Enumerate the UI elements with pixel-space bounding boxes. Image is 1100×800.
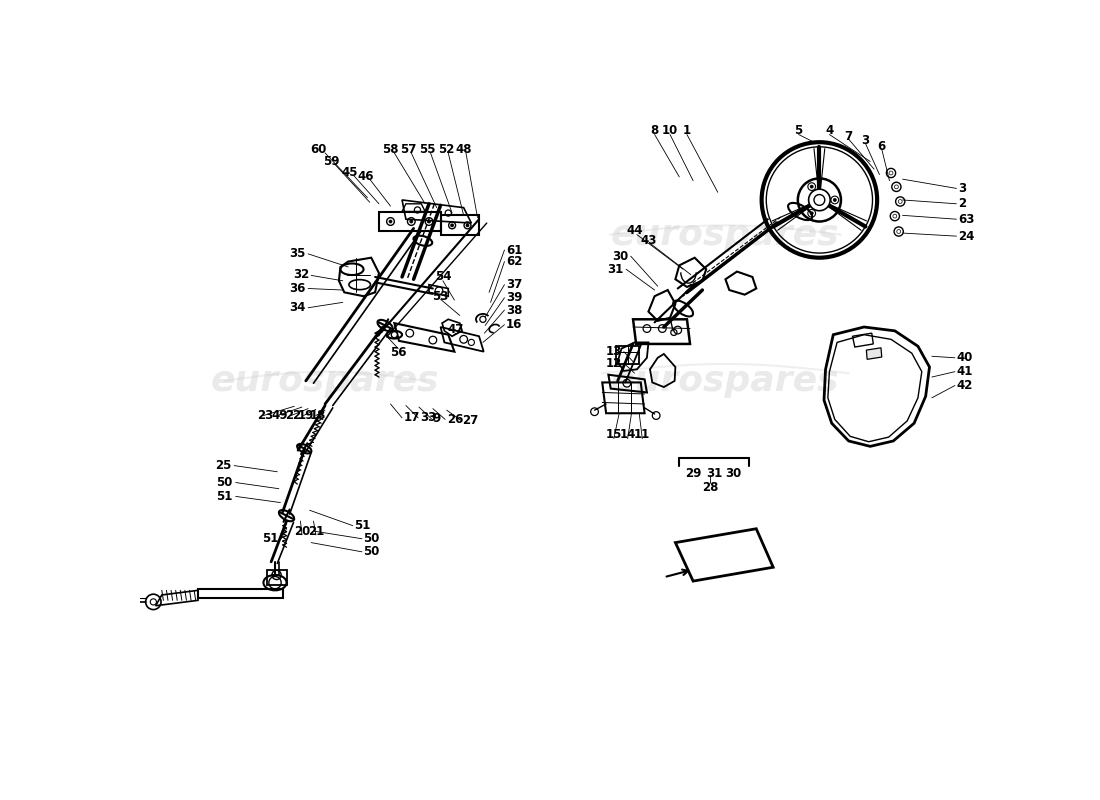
Circle shape — [409, 220, 412, 223]
Text: 11: 11 — [635, 428, 650, 442]
Text: 61: 61 — [506, 243, 522, 257]
Text: 37: 37 — [506, 278, 522, 291]
Text: 53: 53 — [432, 290, 449, 302]
Text: 32: 32 — [294, 268, 310, 281]
Text: 23: 23 — [257, 409, 274, 422]
Text: 1: 1 — [683, 124, 691, 137]
Circle shape — [808, 189, 830, 210]
Polygon shape — [867, 348, 882, 359]
Text: 51: 51 — [354, 519, 371, 532]
Circle shape — [810, 185, 813, 188]
Text: 40: 40 — [957, 351, 972, 364]
Text: 56: 56 — [389, 346, 407, 359]
Text: 62: 62 — [506, 255, 522, 268]
Text: 55: 55 — [419, 143, 436, 157]
Text: 31: 31 — [706, 467, 722, 480]
Text: 58: 58 — [383, 143, 398, 157]
Text: 41: 41 — [957, 365, 972, 378]
Circle shape — [896, 230, 901, 234]
Text: 5: 5 — [794, 124, 803, 137]
Circle shape — [889, 171, 893, 175]
Text: 31: 31 — [607, 262, 624, 276]
Text: 59: 59 — [323, 155, 340, 168]
Text: 13: 13 — [605, 345, 621, 358]
Text: 30: 30 — [613, 250, 628, 262]
Circle shape — [810, 212, 813, 215]
Circle shape — [151, 599, 156, 605]
Text: 49: 49 — [271, 409, 287, 422]
Circle shape — [893, 214, 896, 218]
Circle shape — [392, 332, 397, 338]
Text: 14: 14 — [619, 428, 636, 442]
Circle shape — [834, 198, 836, 202]
Text: 33: 33 — [420, 411, 436, 424]
Text: 57: 57 — [400, 143, 417, 157]
Text: 27: 27 — [462, 414, 478, 426]
Circle shape — [894, 185, 899, 189]
Text: 6: 6 — [878, 139, 886, 153]
Text: 9: 9 — [433, 412, 441, 425]
Circle shape — [451, 224, 453, 227]
Text: eurospares: eurospares — [612, 218, 839, 251]
Text: 51: 51 — [217, 490, 233, 503]
Text: 39: 39 — [506, 291, 522, 304]
Text: 4: 4 — [825, 124, 834, 137]
Text: 26: 26 — [447, 413, 463, 426]
Text: 35: 35 — [289, 247, 306, 260]
Text: eurospares: eurospares — [211, 364, 439, 398]
Text: 54: 54 — [434, 270, 451, 283]
Text: 19: 19 — [297, 409, 313, 422]
Text: 34: 34 — [289, 302, 306, 314]
Text: 46: 46 — [358, 170, 374, 183]
Text: 44: 44 — [626, 224, 642, 238]
Text: 29: 29 — [685, 467, 702, 480]
Text: eurospares: eurospares — [612, 364, 839, 398]
Text: 50: 50 — [217, 476, 233, 489]
Text: 48: 48 — [455, 143, 472, 157]
Text: 10: 10 — [662, 124, 678, 137]
Text: 7: 7 — [845, 130, 853, 142]
Text: 17: 17 — [404, 411, 420, 424]
Text: 50: 50 — [363, 546, 379, 558]
Text: 16: 16 — [506, 318, 522, 331]
Circle shape — [899, 199, 902, 203]
Text: 50: 50 — [363, 532, 379, 546]
Text: 51: 51 — [263, 532, 279, 546]
Text: 2: 2 — [958, 198, 966, 210]
Text: 8: 8 — [650, 124, 659, 137]
Text: 28: 28 — [702, 481, 718, 494]
Text: 38: 38 — [506, 303, 522, 317]
Text: 63: 63 — [958, 213, 975, 226]
Text: 3: 3 — [861, 134, 870, 147]
Text: 3: 3 — [958, 182, 966, 195]
Text: 36: 36 — [289, 282, 306, 295]
Text: 25: 25 — [214, 459, 231, 472]
Text: 47: 47 — [448, 323, 464, 336]
Text: 12: 12 — [605, 357, 621, 370]
Text: 45: 45 — [341, 166, 358, 179]
Text: 52: 52 — [438, 143, 454, 157]
Text: 21: 21 — [308, 525, 323, 538]
Text: 30: 30 — [725, 467, 741, 480]
Circle shape — [389, 220, 392, 223]
Circle shape — [466, 224, 469, 227]
Text: 15: 15 — [606, 428, 621, 442]
Circle shape — [428, 220, 430, 223]
Text: 20: 20 — [294, 525, 310, 538]
Text: 18: 18 — [310, 409, 326, 422]
Text: 42: 42 — [957, 379, 972, 392]
Text: 24: 24 — [958, 230, 975, 242]
Text: 22: 22 — [285, 409, 301, 422]
Text: 60: 60 — [310, 143, 327, 157]
Text: 43: 43 — [640, 234, 657, 247]
